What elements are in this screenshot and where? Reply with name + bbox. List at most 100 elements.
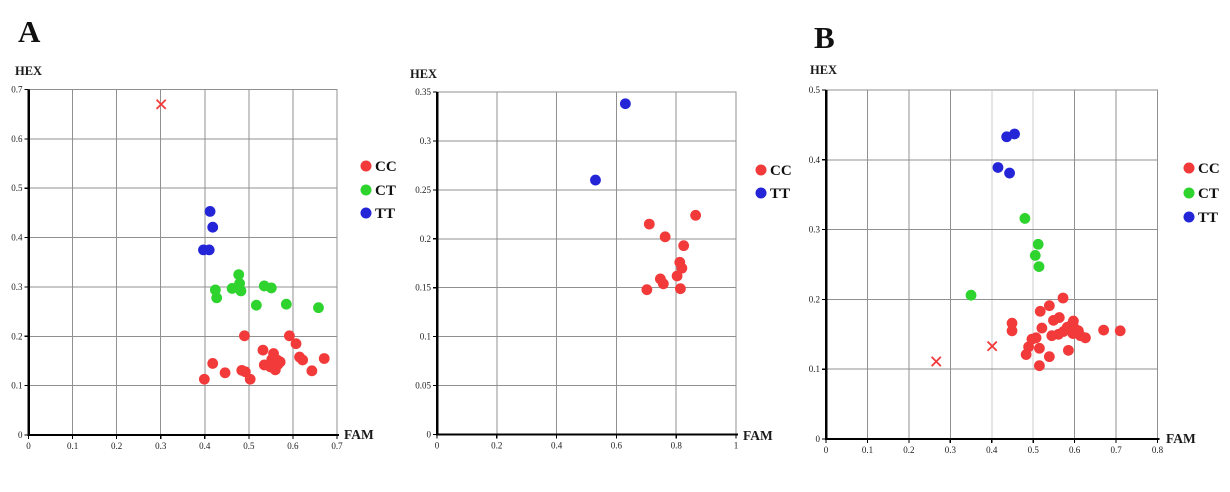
plot2-series-CC (641, 209, 702, 296)
y-tick-label: 0.1 (809, 364, 820, 374)
legend-ct-dot (1183, 187, 1195, 199)
plot1-tick-labels: 0 0.1 0.2 0.3 0.4 0.5 0.6 0.7 0 0.1 0.2 0.3 0.4 0.5 0.… (11, 85, 343, 452)
x-marker (155, 99, 167, 110)
cc-data-point (258, 359, 270, 371)
y-tick-label: 0.1 (420, 332, 431, 342)
x-tick-label: 0.4 (199, 441, 211, 451)
plot2-y-axis-title: HEX (410, 67, 437, 81)
legend-cc-label: CC (1198, 161, 1220, 177)
panel-a-label: A (18, 14, 41, 49)
y-tick-label: 0.35 (415, 87, 431, 97)
legend-tt-label: TT (375, 206, 395, 222)
cc-data-point (1063, 344, 1074, 356)
y-tick-label: 0.4 (809, 155, 821, 165)
plot3-plot: 0 0.1 0.2 0.3 0.4 0.5 0.6 0.7 0.8 0 0.1 0.2 0.3 0.4 0.… (809, 63, 1220, 455)
ct-data-point (235, 285, 247, 297)
plot2-series-TT (590, 98, 631, 186)
cc-data-point (1053, 312, 1065, 323)
y-tick-label: 0.2 (11, 331, 22, 341)
cc-data-point (1006, 325, 1018, 337)
cc-data-point (1067, 315, 1079, 327)
cc-data-point (198, 373, 210, 385)
ct-data-point (1029, 250, 1041, 261)
y-tick-label: 0.3 (420, 136, 432, 146)
legend-cc-dot (755, 164, 767, 176)
x-tick-label: 0.8 (1152, 445, 1164, 455)
cc-data-point (1034, 305, 1046, 317)
plot3-series-CC (1006, 292, 1126, 372)
x-tick-label: 0 (26, 441, 31, 451)
cc-data-point (1057, 292, 1069, 304)
x-tick-label: 0.2 (903, 445, 914, 455)
cc-data-point (674, 283, 686, 295)
y-tick-label: 0.4 (11, 233, 23, 243)
plot2-tick-labels: 0 0.2 0.4 0.6 0.8 1 0 0.05 0.1 0.15 0.2 0.25 0.3 0.35 (415, 87, 738, 451)
cc-data-point (306, 365, 318, 377)
cc-data-point (643, 218, 655, 230)
legend-cc-dot (1183, 162, 1195, 174)
y-tick-label: 0 (816, 434, 821, 444)
tt-data-point (207, 221, 219, 233)
plot3-gridlines (825, 89, 1158, 440)
plot3-series-X (930, 340, 998, 367)
x-tick-label: 0.7 (331, 441, 343, 451)
x-tick-label: 0.3 (155, 441, 167, 451)
legend-ct-label: CT (1198, 186, 1219, 202)
cc-data-point (1098, 324, 1110, 336)
x-tick-label: 0 (824, 445, 829, 455)
plot3-series-CT (965, 213, 1045, 301)
y-tick-label: 0.7 (11, 85, 23, 95)
cc-data-point (1034, 342, 1045, 354)
cc-data-point (690, 209, 702, 221)
x-tick-label: 0.6 (287, 441, 299, 451)
cc-data-point (671, 270, 683, 282)
cc-data-point (1043, 351, 1055, 363)
plot1-series-CC (198, 330, 330, 385)
plot1-gridlines (28, 89, 338, 436)
y-tick-label: 0.2 (420, 234, 431, 244)
x-marker (986, 340, 998, 352)
tt-data-point (619, 98, 631, 110)
legend-ct-dot (360, 184, 372, 196)
plot1-series-X (155, 99, 167, 110)
cc-data-point (244, 373, 256, 385)
x-tick-label: 0.4 (986, 445, 998, 455)
cc-data-point (239, 330, 250, 342)
plot3-tick-labels: 0 0.1 0.2 0.3 0.4 0.5 0.6 0.7 0.8 0 0.1 0.2 0.3 0.4 0.… (809, 85, 1164, 455)
panel-b-label: B (814, 20, 835, 55)
x-tick-label: 0.1 (862, 445, 873, 455)
plot1-series-TT (198, 206, 219, 256)
plot1-y-axis-title: HEX (15, 64, 42, 78)
x-tick-label: 0.6 (611, 441, 623, 451)
ct-data-point (1032, 238, 1044, 250)
y-tick-label: 0.2 (809, 294, 820, 304)
x-tick-label: 0.2 (111, 441, 122, 451)
cc-data-point (207, 358, 219, 369)
cc-data-point (678, 240, 690, 252)
cc-data-point (297, 354, 309, 366)
legend-tt-dot (1183, 211, 1195, 223)
legend-tt-label: TT (1198, 210, 1218, 226)
plot3-series-TT (992, 128, 1020, 179)
plot2-legend: CC TT (755, 163, 792, 202)
y-tick-label: 0.6 (11, 134, 23, 144)
ct-data-point (965, 289, 977, 301)
tt-data-point (204, 206, 216, 217)
legend-tt-dot (360, 207, 372, 219)
y-tick-label: 0.5 (11, 183, 23, 193)
x-tick-label: 0.5 (243, 441, 255, 451)
cc-data-point (1043, 300, 1055, 312)
cc-data-point (1114, 325, 1126, 337)
cc-data-point (1034, 360, 1045, 372)
cc-data-point (274, 356, 286, 368)
plot1-x-axis-title: FAM (344, 427, 374, 442)
ct-data-point (1019, 213, 1031, 224)
cc-data-point (1079, 332, 1091, 344)
x-marker (930, 356, 942, 367)
plot3-y-axis-title: HEX (810, 63, 837, 77)
x-tick-label: 0.2 (491, 441, 502, 451)
y-tick-label: 0 (427, 430, 432, 440)
plot1-series-CT (209, 269, 324, 314)
x-tick-label: 0.1 (67, 441, 78, 451)
